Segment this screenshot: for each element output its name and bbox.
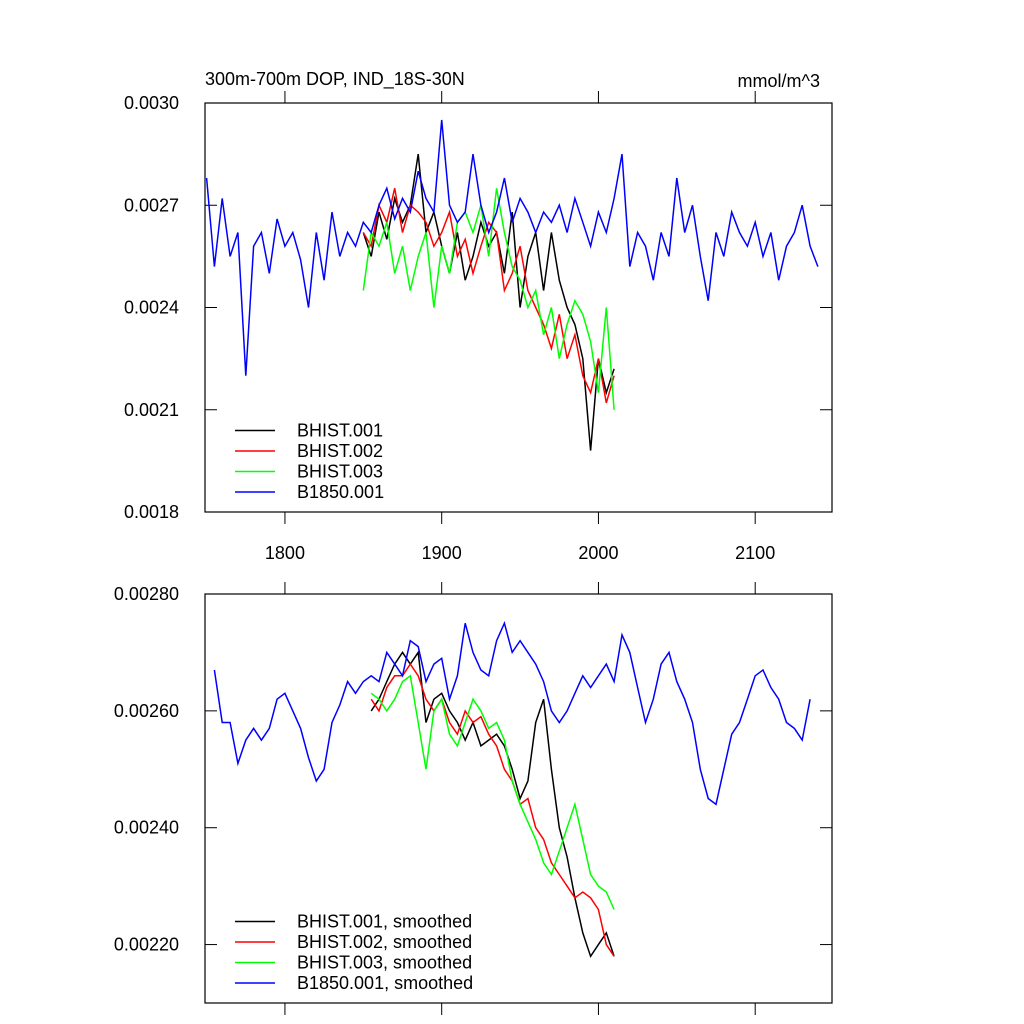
y-tick-label: 0.0024 (124, 298, 179, 318)
y-tick-label: 0.00260 (114, 701, 179, 721)
series-line (362, 153, 615, 451)
legend-label: BHIST.003 (297, 462, 383, 482)
x-tick-label: 1800 (265, 543, 305, 563)
legend-label: BHIST.001 (297, 421, 383, 441)
y-tick-label: 0.00280 (114, 584, 179, 604)
x-tick-label: 2100 (735, 543, 775, 563)
series-line (370, 650, 615, 958)
y-tick-label: 0.0027 (124, 195, 179, 215)
series-line (370, 662, 615, 957)
series-line (362, 188, 615, 410)
plot-frame (204, 593, 833, 1004)
legend-label: BHIST.002 (297, 441, 383, 461)
x-tick-label: 2000 (578, 543, 618, 563)
x-tick-label: 1900 (422, 543, 462, 563)
y-tick-label: 0.00220 (114, 935, 179, 955)
legend-label: BHIST.003, smoothed (297, 953, 472, 973)
y-tick-label: 0.0018 (124, 502, 179, 522)
plot-frame (204, 102, 833, 513)
legend-label: B1850.001 (297, 482, 384, 502)
legend-label: BHIST.002, smoothed (297, 932, 472, 952)
series-line (370, 674, 615, 910)
units-label: mmol/m^3 (738, 71, 820, 91)
chart-title: 300m-700m DOP, IND_18S-30N (205, 69, 465, 90)
y-tick-label: 0.00240 (114, 818, 179, 838)
series-line (213, 620, 811, 806)
legend-label: B1850.001, smoothed (297, 973, 473, 993)
y-tick-label: 0.0030 (124, 93, 179, 113)
series-line (362, 188, 615, 404)
series-line (205, 119, 819, 376)
y-tick-label: 0.0021 (124, 400, 179, 420)
legend-label: BHIST.001, smoothed (297, 912, 472, 932)
